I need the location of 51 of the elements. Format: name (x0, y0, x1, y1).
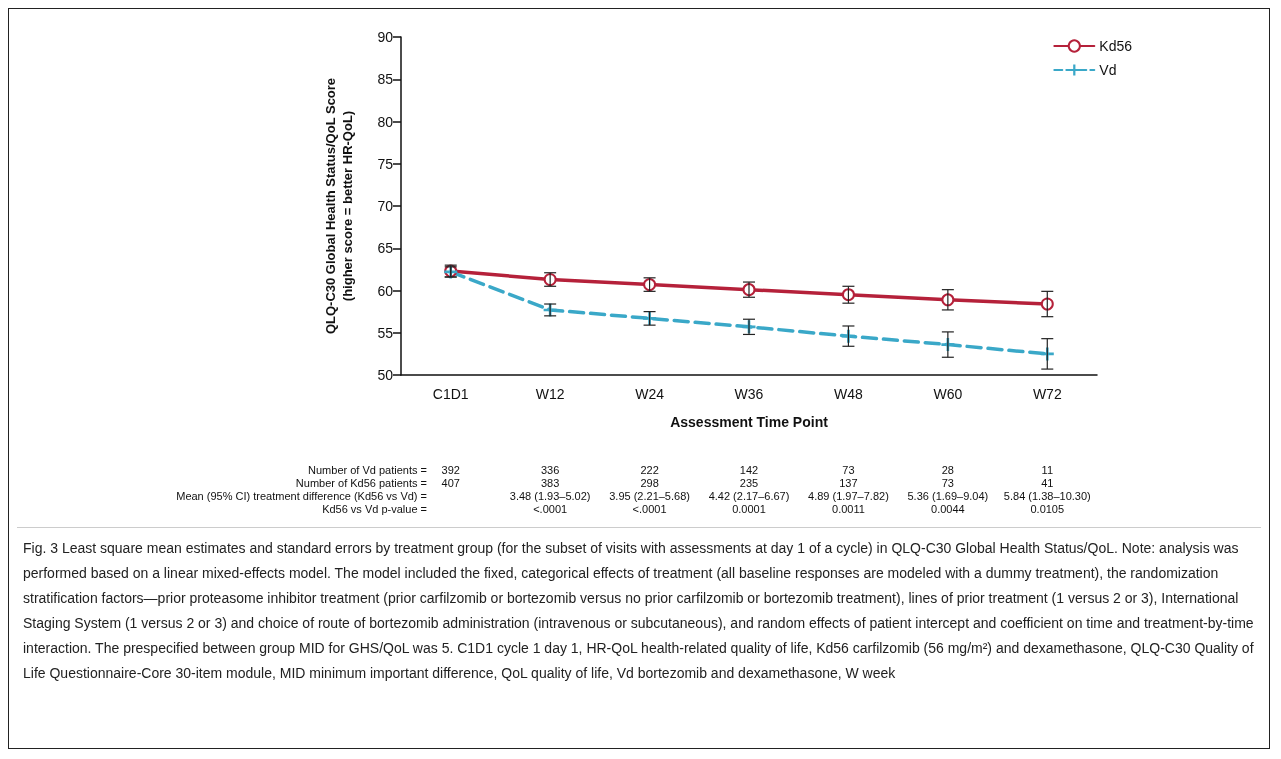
text: <.0001 (632, 502, 667, 515)
text: 298 (640, 476, 659, 489)
x-tick-label: W48 (834, 386, 864, 402)
text: 11 (1041, 463, 1053, 476)
x-tick-label: C1D1 (432, 386, 469, 402)
text: 142 (739, 463, 759, 476)
text: 0.0044 (931, 502, 965, 515)
text: 407 (441, 476, 460, 489)
text: Number of Vd patients = (308, 463, 427, 476)
text: Number of Kd56 patients = (295, 476, 427, 489)
text: 0.0105 (1030, 502, 1065, 515)
legend-label: Vd (1099, 62, 1117, 78)
legend-label: Kd56 (1099, 38, 1133, 54)
text: 137 (839, 476, 858, 489)
y-tick-label: 60 (377, 282, 394, 299)
text: 235 (739, 476, 759, 489)
text: 383 (540, 476, 560, 489)
x-tick-label: W36 (734, 386, 764, 402)
caption: Fig. 3 Least square mean estimates and standard errors by treatment group (for the subset of visits with assessments at day 1 of a cycle) in QLQ-C30 Global Health Status/QoL. Note: analysis was performed based on a linear mixed-effects model. The model included the fixed, categorical effects of treatment (all baseline responses are modeled with a dummy treatment), the randomization stratification factors—prior proteasome inhibitor treatment (prior carfilzomib or bortezomib versus no prior carfilzomib or bortezomib treatment), lines of prior treatment (1 versus 2 or 3), International Staging System (1 versus 2 or 3) and choice of route of bortezomib administration (intravenous or subcutaneous), and random effects of patient intercept and coefficient on time and treatment-by-time interaction. The prespecified between group MID for GHS/QoL was 5. C1D1 cycle 1 day 1, HR-QoL health-related quality of life, Kd56 carfilzomib (56 mg/m²) and dexamethasone, QLQ-C30 Quality of Life Questionnaire-Core 30-item module, MID minimum important difference, QoL quality of life, Vd bortezomib and dexamethasone, W week (23, 539, 1255, 683)
y-tick-label: 55 (377, 324, 394, 341)
text: 5.36 (1.69–9.04) (907, 489, 989, 502)
text: Kd56 vs Vd p-value = (322, 502, 427, 515)
x-tick-label: W60 (933, 386, 963, 402)
x-tick-label: W72 (1032, 386, 1062, 402)
text: <.0001 (533, 502, 568, 515)
x-tick-label: W24 (635, 386, 665, 402)
y-tick-label: 65 (377, 240, 394, 257)
text: 28 (941, 463, 954, 476)
text: 336 (540, 463, 560, 476)
text: 41 (1041, 476, 1054, 489)
text: 5.84 (1.38–10.30) (1003, 489, 1091, 502)
y-tick-label: 50 (377, 367, 394, 383)
y-tick-label: 75 (377, 155, 394, 172)
x-tick-label: W12 (535, 386, 565, 402)
y-tick-label: 90 (377, 29, 394, 45)
x-axis-title: Assessment Time Point (670, 414, 829, 430)
y-tick-label: 80 (377, 113, 394, 130)
text: 3.95 (2.21–5.68) (609, 489, 690, 502)
y-tick-label: 85 (377, 71, 394, 88)
text: 392 (441, 463, 460, 476)
y-axis-title: QLQ-C30 Global Health Status/QoL Score (higher score = better HR-QoL) (323, 77, 355, 335)
text: Mean (95% CI) treatment difference (Kd56 vs Vd) = (176, 489, 427, 502)
text: 4.89 (1.97–7.82) (808, 489, 889, 502)
text: 0.0001 (732, 502, 766, 515)
text: 3.48 (1.93–5.02) (509, 489, 591, 502)
y-tick-label: 70 (377, 198, 394, 214)
text: 4.42 (2.17–6.67) (708, 489, 790, 502)
text: 222 (640, 463, 659, 476)
text: 73 (941, 476, 954, 489)
text: 0.0011 (832, 502, 865, 515)
text: 73 (842, 463, 855, 476)
